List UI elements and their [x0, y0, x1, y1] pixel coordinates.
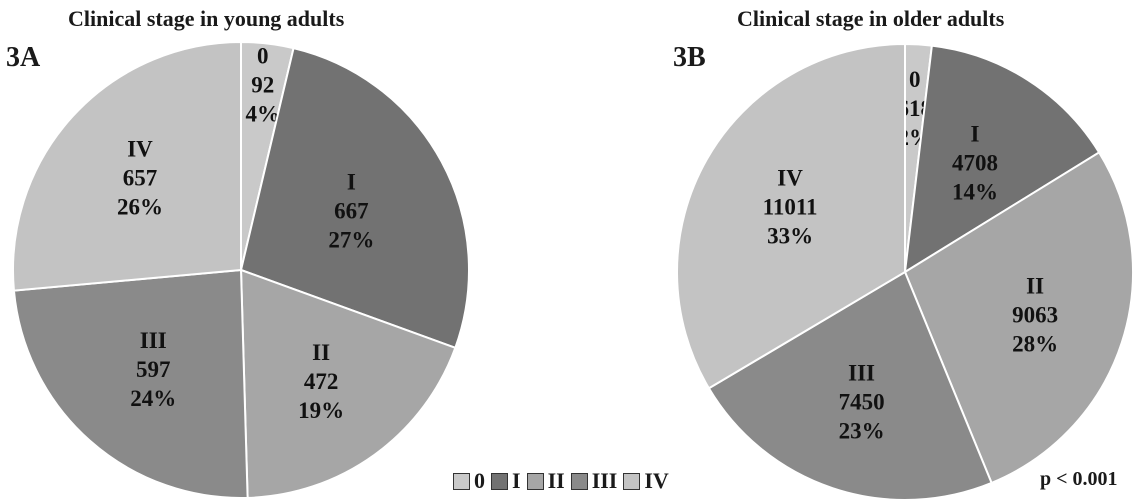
slice-label-category: I	[347, 169, 356, 194]
legend-swatch	[570, 472, 588, 490]
pie-slice-III	[12, 268, 249, 499]
legend-item: 0	[453, 468, 485, 494]
slice-label-category: 0	[257, 43, 269, 68]
slice-label-value: 472	[304, 369, 339, 394]
pie-chart-young: 0 92 4% I 667 27% II 472 19% III 597 24% IV 657 26%	[12, 40, 470, 499]
slice-label-percent: 28%	[1012, 331, 1058, 356]
legend-label: II	[547, 468, 565, 493]
slice-label-value: 7450	[839, 390, 885, 415]
chart-title-older: Clinical stage in older adults	[737, 6, 1005, 31]
panel-label-3b: 3B	[673, 42, 706, 73]
slice-label-category: II	[312, 340, 330, 365]
slice-label-category: IV	[777, 166, 803, 191]
slice-label-percent: 19%	[298, 398, 344, 423]
legend-swatch	[491, 472, 508, 490]
legend-label: 0	[474, 468, 485, 493]
slice-label-percent: 33%	[767, 224, 813, 249]
legend-item: II	[526, 468, 565, 494]
panel-label-3a: 3A	[6, 42, 41, 73]
legend-label: I	[512, 468, 521, 493]
slice-label-percent: 23%	[839, 419, 885, 444]
slice-label-value: 667	[334, 198, 369, 223]
pie-slice-II	[239, 268, 457, 499]
legend-label: III	[591, 468, 618, 493]
slice-label-category: II	[1026, 273, 1044, 298]
slice-label-category: 0	[909, 67, 921, 92]
slice-label-value: 92	[251, 72, 274, 97]
slice-label-category: III	[140, 328, 167, 353]
slice-label-value: 657	[123, 166, 158, 191]
pie-slice-III	[707, 270, 993, 500]
legend-item: III	[570, 468, 618, 494]
slice-label-category: IV	[127, 137, 153, 162]
slice-label-value: 11011	[763, 195, 818, 220]
slice-label-percent: 27%	[328, 227, 374, 252]
legend-label: IV	[644, 468, 669, 493]
pie-slice-IV	[12, 40, 242, 292]
slice-label-percent: 24%	[130, 386, 176, 411]
pie-slice-I	[239, 46, 470, 350]
slice-label-percent: 4%	[245, 101, 280, 126]
slice-label-category: I	[970, 121, 979, 146]
pie-slice-I	[903, 44, 1101, 274]
legend-item: IV	[623, 468, 669, 494]
legend: 0 I II III IV	[453, 468, 669, 494]
legend-swatch	[453, 472, 470, 490]
chart-title-young: Clinical stage in young adults	[68, 6, 345, 31]
slice-label-value: 9063	[1012, 302, 1058, 327]
pie-slice-II	[903, 151, 1134, 485]
p-value-annotation: p < 0.001	[1040, 468, 1118, 490]
slice-label-percent: 26%	[117, 195, 163, 220]
legend-swatch	[623, 472, 641, 490]
slice-label-percent: 14%	[952, 179, 998, 204]
pie-slice-IV	[676, 42, 906, 390]
slice-label-value: 4708	[952, 150, 998, 175]
legend-item: I	[491, 468, 521, 494]
slice-label-category: III	[848, 361, 875, 386]
legend-swatch	[526, 472, 544, 490]
slice-label-value: 597	[136, 357, 171, 382]
